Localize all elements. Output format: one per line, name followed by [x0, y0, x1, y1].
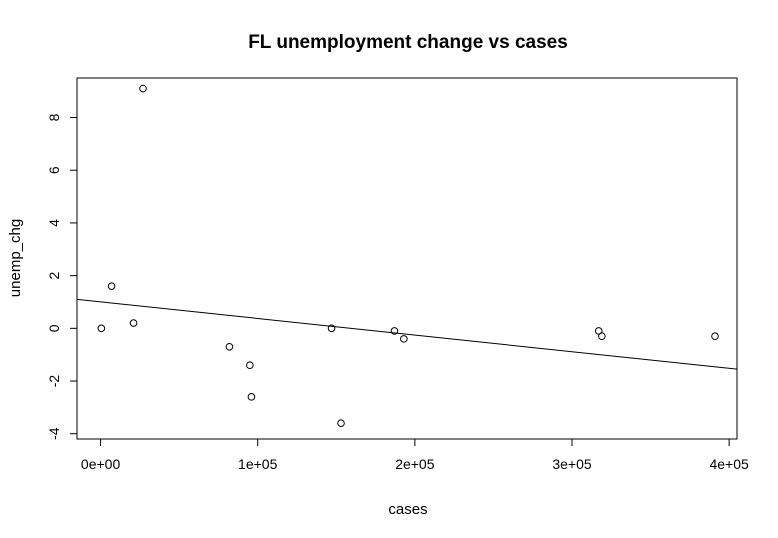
data-point	[390, 327, 399, 335]
data-point	[139, 84, 147, 93]
data-points	[97, 84, 719, 427]
data-point	[337, 419, 345, 427]
data-point	[225, 342, 234, 351]
y-tick-label: 4	[46, 219, 62, 227]
data-point	[246, 361, 254, 370]
x-tick-label: 2e+05	[395, 456, 435, 472]
data-point	[247, 393, 256, 401]
plot-frame	[76, 77, 738, 440]
data-point	[107, 282, 116, 290]
y-tick-label: 0	[46, 324, 62, 332]
y-tick-label: 2	[46, 272, 62, 280]
data-point	[327, 324, 336, 333]
data-point	[711, 332, 719, 341]
x-axis: 0e+00 1e+05 2e+05 3e+05 4e+05	[81, 438, 749, 472]
x-axis-label: cases	[388, 501, 427, 518]
y-tick-label: -4	[46, 427, 62, 440]
data-point	[598, 332, 606, 341]
regression-line-group	[76, 298, 738, 370]
regression-line	[76, 298, 738, 370]
y-axis-label: unemp_chg	[7, 219, 24, 297]
data-point	[129, 319, 138, 327]
y-tick-label: 8	[46, 113, 62, 121]
y-tick-label: 6	[46, 166, 62, 174]
data-point	[97, 324, 106, 333]
x-tick-label: 4e+05	[709, 456, 749, 472]
y-axis: -4 -2 0 2 4 6 8	[46, 113, 78, 440]
chart-title: FL unemployment change vs cases	[248, 32, 568, 53]
x-tick-label: 0e+00	[81, 456, 121, 472]
x-tick-label: 3e+05	[552, 456, 592, 472]
y-tick-label: -2	[46, 375, 62, 388]
x-tick-label: 1e+05	[238, 456, 278, 472]
data-point	[400, 335, 408, 343]
